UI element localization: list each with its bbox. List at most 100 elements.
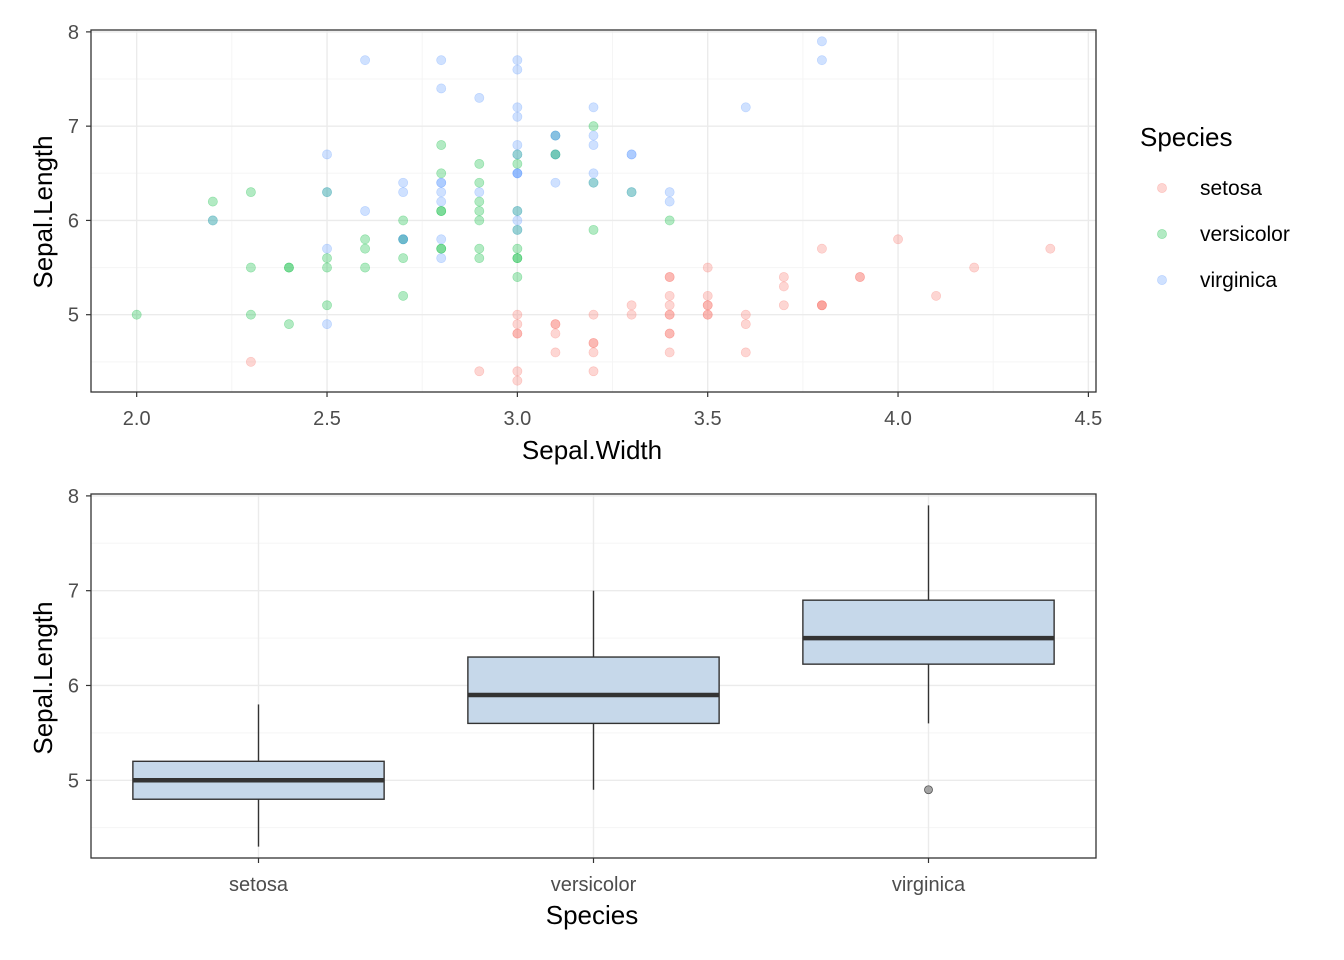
point-virginica (322, 149, 332, 160)
point-setosa (512, 328, 523, 339)
point-setosa (969, 262, 980, 273)
point-virginica (588, 168, 599, 179)
point-setosa (817, 300, 827, 311)
y-tick-label: 8 (68, 22, 79, 44)
box-x-ticks: setosa versicolor virginica (229, 858, 966, 896)
x-tick-label: 2.5 (313, 408, 341, 430)
point-versicolor (360, 234, 370, 245)
legend-label-setosa: setosa (1200, 177, 1262, 200)
point-versicolor (588, 177, 599, 188)
point-virginica (436, 196, 447, 207)
box-y-ticks: 5 6 7 8 (68, 486, 91, 792)
legend-label-versicolor: versicolor (1200, 223, 1290, 246)
point-setosa (778, 281, 789, 292)
point-setosa (626, 300, 637, 311)
point-virginica (436, 177, 447, 188)
box-x-axis-title: Species (546, 900, 639, 930)
point-versicolor (512, 272, 523, 282)
y-tick-label: 5 (68, 770, 79, 792)
point-virginica (740, 102, 751, 113)
point-versicolor (512, 253, 523, 264)
point-virginica (512, 102, 523, 113)
point-setosa (855, 272, 865, 282)
point-versicolor (398, 253, 409, 264)
point-setosa (893, 234, 903, 245)
y-tick-label: 8 (68, 486, 79, 508)
point-versicolor (436, 243, 447, 254)
box-virginica (802, 505, 1055, 795)
point-versicolor (436, 168, 447, 179)
point-versicolor (512, 158, 523, 169)
point-versicolor (284, 319, 294, 330)
point-virginica (322, 243, 332, 254)
legend-title: Species (1140, 122, 1233, 152)
scatter-y-axis-title: Sepal.Length (28, 135, 58, 288)
point-virginica (588, 140, 599, 150)
point-versicolor (322, 187, 332, 198)
point-versicolor (360, 243, 370, 254)
box-outlier (924, 785, 933, 795)
point-versicolor (398, 215, 409, 226)
point-setosa (817, 300, 827, 311)
point-virginica (550, 130, 561, 141)
point-setosa (588, 366, 599, 377)
point-versicolor (550, 149, 561, 160)
point-virginica (512, 215, 523, 226)
point-virginica (588, 177, 599, 188)
point-setosa (702, 290, 713, 301)
point-setosa (702, 300, 713, 311)
point-virginica (512, 224, 523, 235)
point-virginica (360, 206, 370, 216)
point-versicolor (474, 158, 485, 169)
point-virginica (398, 177, 409, 188)
point-versicolor (474, 215, 485, 226)
point-virginica (664, 187, 675, 198)
point-setosa (855, 272, 865, 282)
legend-key-setosa (1157, 183, 1167, 193)
point-setosa (664, 309, 675, 320)
point-setosa (588, 309, 599, 320)
point-setosa (245, 356, 256, 367)
point-setosa (474, 366, 485, 377)
point-virginica (512, 149, 523, 160)
point-setosa (550, 319, 561, 330)
x-tick-label: setosa (229, 874, 289, 896)
point-setosa (702, 300, 713, 311)
legend-label-virginica: virginica (1200, 269, 1277, 292)
point-setosa (512, 319, 523, 330)
point-versicolor (322, 253, 332, 264)
point-virginica (550, 177, 561, 188)
point-setosa (931, 290, 942, 301)
x-tick-label: 2.0 (123, 408, 151, 430)
y-tick-label: 6 (68, 675, 79, 697)
point-virginica (550, 149, 561, 160)
point-versicolor (398, 290, 409, 301)
box-iqr (802, 599, 1055, 665)
y-tick-label: 5 (68, 305, 79, 327)
point-setosa (778, 300, 789, 311)
point-virginica (322, 187, 332, 198)
point-versicolor (512, 206, 523, 216)
point-versicolor (360, 262, 370, 273)
point-versicolor (207, 215, 218, 226)
point-virginica (512, 55, 523, 66)
point-versicolor (512, 149, 523, 160)
legend-key-virginica (1157, 275, 1167, 285)
point-virginica (398, 234, 409, 245)
point-versicolor (284, 262, 294, 273)
point-setosa (664, 290, 675, 301)
point-setosa (664, 328, 675, 339)
box-chart: setosa versicolor virginica 5 6 7 8 Species S… (28, 486, 1097, 930)
point-versicolor (550, 149, 561, 160)
point-virginica (512, 64, 523, 75)
point-versicolor (474, 177, 485, 188)
point-virginica (398, 187, 409, 198)
point-setosa (664, 272, 675, 282)
point-versicolor (322, 300, 332, 311)
point-virginica (436, 83, 447, 94)
point-setosa (778, 272, 789, 282)
point-versicolor (436, 206, 447, 216)
point-setosa (664, 347, 675, 358)
point-versicolor (398, 234, 409, 245)
